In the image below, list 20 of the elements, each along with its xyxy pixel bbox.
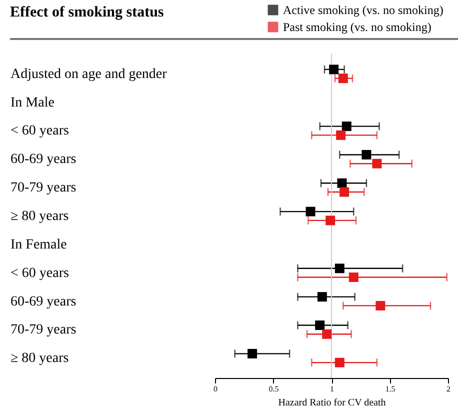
y-tick-label: 70-79 years — [10, 322, 76, 338]
y-tick-label: 60-69 years — [10, 152, 76, 168]
x-tick-label: 1 — [330, 384, 334, 394]
y-tick-label: 70-79 years — [10, 180, 76, 196]
y-tick-label: 60-69 years — [10, 294, 76, 310]
x-axis-title: Hazard Ratio for CV death — [278, 398, 386, 408]
y-tick-label: In Female — [10, 237, 67, 252]
x-tick-label: 2 — [446, 384, 450, 394]
x-tick-label: 0.5 — [268, 384, 279, 394]
x-tick-label: 1.5 — [385, 384, 396, 394]
y-tick-label: Adjusted on age and gender — [10, 66, 168, 82]
y-tick-label: ≥ 80 years — [10, 209, 69, 224]
y-tick-label: ≥ 80 years — [10, 351, 69, 366]
legend-label: Active smoking (vs. no smoking) — [283, 3, 444, 17]
text: Effect of smoking status — [10, 4, 164, 20]
y-tick-label: In Male — [10, 95, 54, 110]
x-tick-label: 0 — [214, 384, 218, 394]
y-tick-label: < 60 years — [10, 266, 69, 281]
legend-label: Past smoking (vs. no smoking) — [283, 20, 432, 34]
y-tick-label: < 60 years — [10, 124, 69, 139]
